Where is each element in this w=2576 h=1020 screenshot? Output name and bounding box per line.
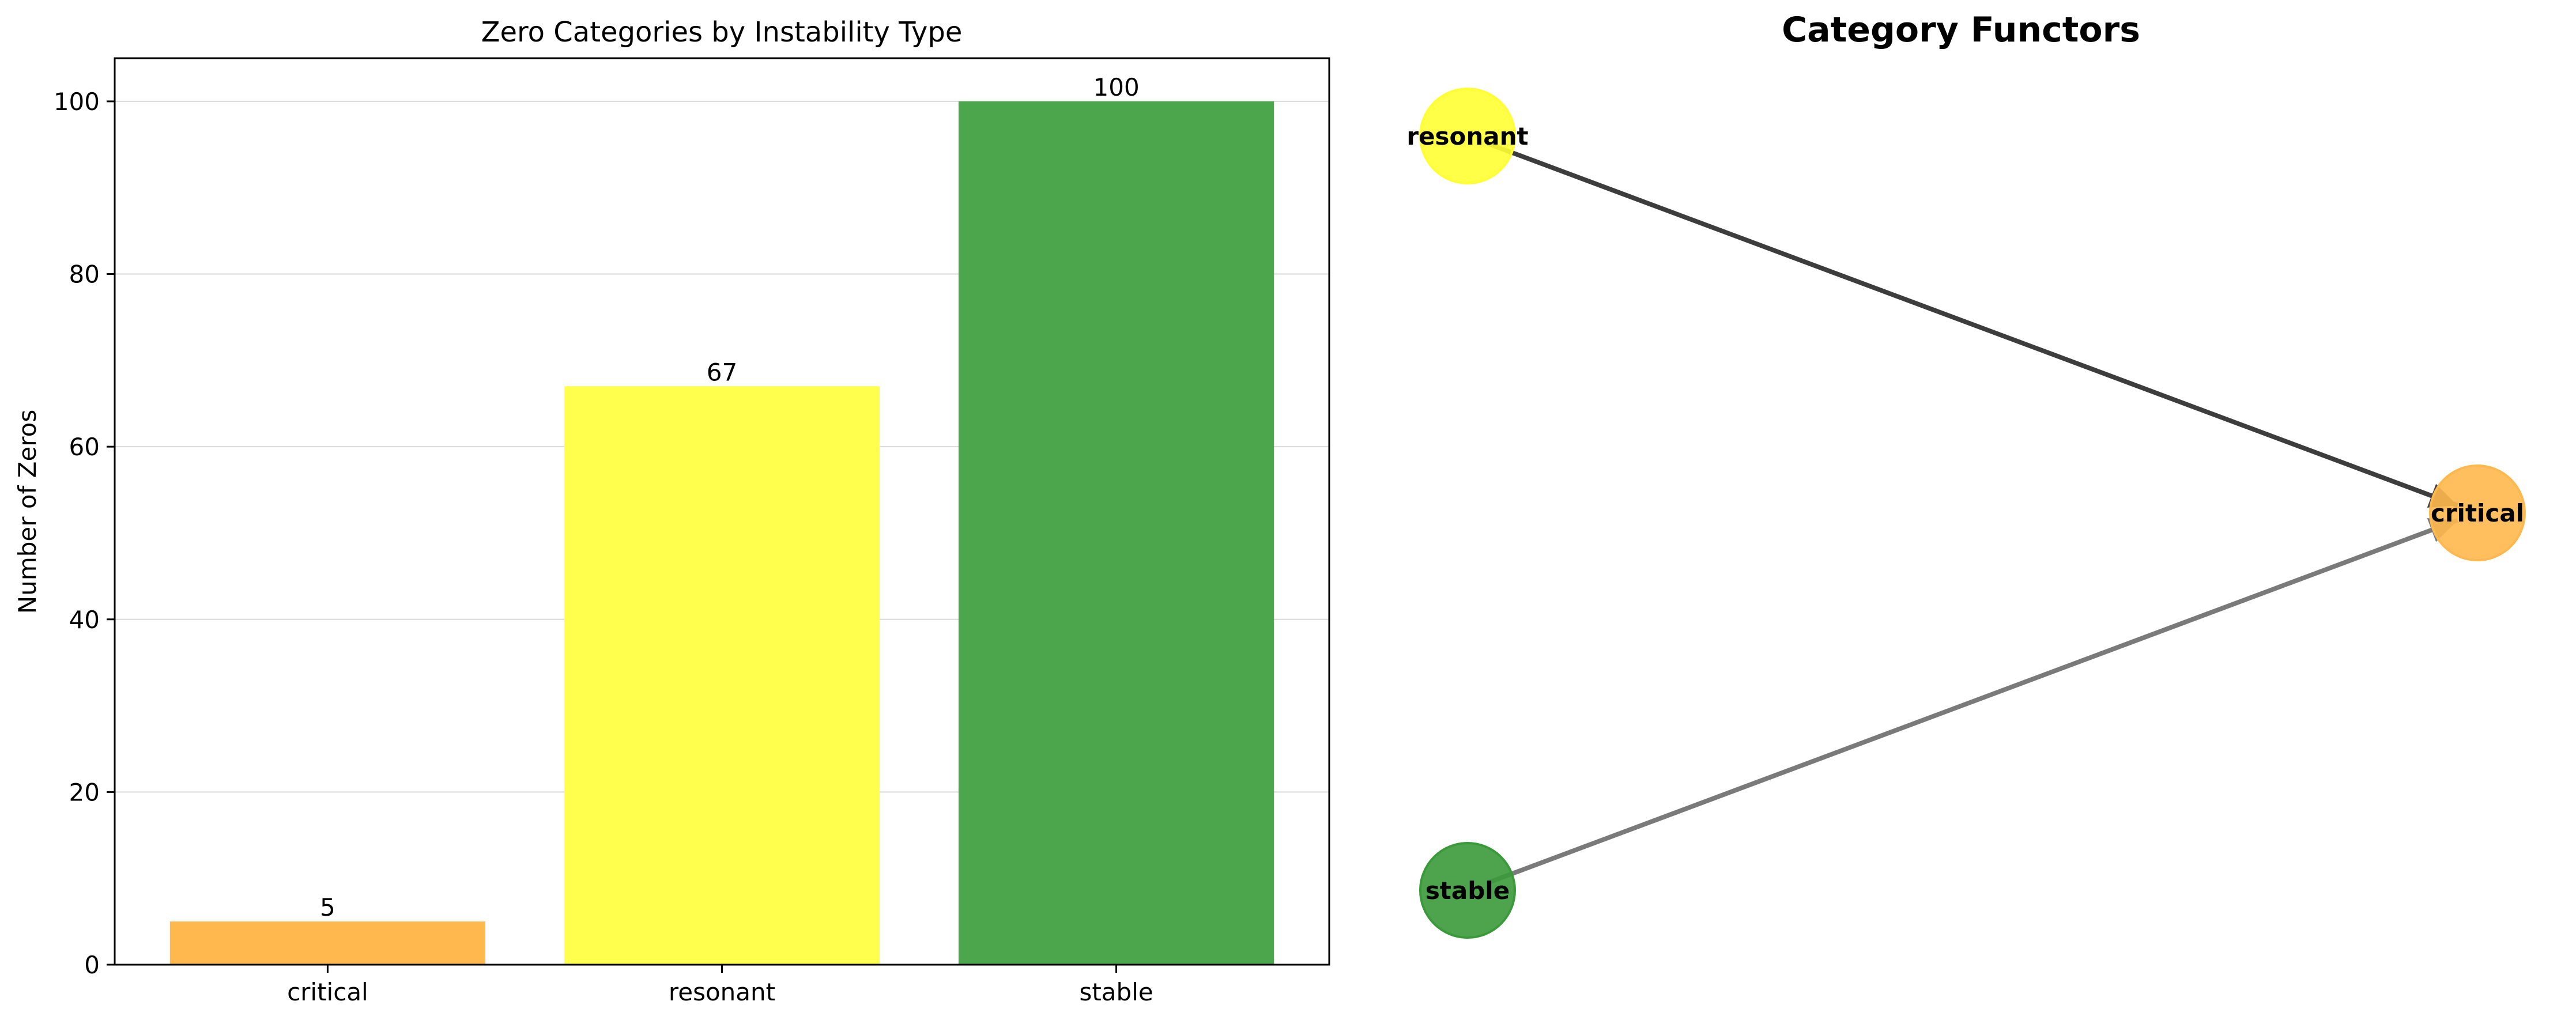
edge-resonant-to-critical [1487, 141, 2458, 508]
node-label-stable: stable [1425, 877, 1510, 905]
node-critical [2429, 464, 2526, 561]
y-tick-label: 80 [69, 260, 100, 289]
functor-diagram-panel: Category Functors resonant critical stable [1406, 10, 2526, 939]
bar-resonant [564, 386, 880, 965]
bar-stable [958, 101, 1274, 965]
bar-value-label: 100 [1093, 73, 1140, 101]
node-stable [1419, 842, 1516, 939]
node-resonant [1419, 88, 1516, 184]
functor-diagram-title: Category Functors [1782, 10, 2140, 50]
y-tick-label: 20 [69, 778, 100, 806]
functor-edges [1487, 141, 2458, 885]
y-axis-label: Number of Zeros [13, 410, 42, 614]
x-axis-ticks: critical resonant stable [287, 965, 1153, 1006]
edge-stable-to-critical [1487, 518, 2458, 885]
bar-chart-title: Zero Categories by Instability Type [481, 16, 963, 48]
bar-value-label: 5 [320, 893, 335, 921]
node-label-resonant: resonant [1406, 122, 1528, 150]
x-tick-label: critical [287, 978, 368, 1006]
bar-value-label: 67 [707, 358, 737, 386]
functor-nodes: resonant critical stable [1406, 88, 2526, 939]
node-label-critical: critical [2431, 499, 2524, 527]
y-tick-label: 60 [69, 433, 100, 461]
bar-chart-panel: Zero Categories by Instability Type 5 67 1… [13, 16, 1330, 1006]
bar-critical [169, 921, 486, 965]
x-tick-label: resonant [669, 978, 775, 1006]
y-tick-label: 0 [84, 951, 100, 979]
bar-chart-bars [169, 101, 1274, 965]
y-tick-label: 100 [54, 88, 100, 116]
x-tick-label: stable [1079, 978, 1153, 1006]
y-tick-label: 40 [69, 606, 100, 634]
y-axis-ticks: 0 20 40 60 80 100 [54, 88, 115, 979]
bar-value-labels: 5 67 100 [320, 73, 1140, 921]
